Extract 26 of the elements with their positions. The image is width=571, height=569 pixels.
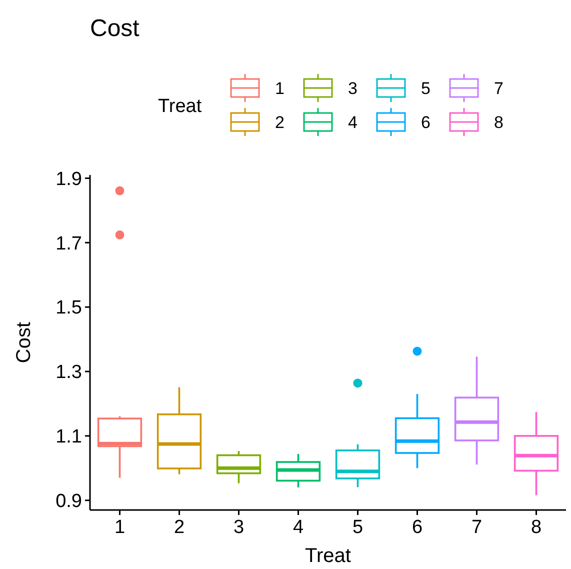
- x-axis-title: Treat: [305, 545, 352, 567]
- legend-title: Treat: [158, 96, 202, 117]
- x-tick-label: 8: [530, 517, 542, 538]
- legend-label: 3: [348, 79, 358, 98]
- legend-label: 5: [421, 79, 430, 98]
- y-axis-title: Cost: [13, 321, 35, 364]
- y-tick-label: 1.3: [56, 362, 82, 384]
- y-tick-label: 1.7: [56, 233, 82, 254]
- x-tick-label: 7: [471, 517, 482, 538]
- y-tick-label: 1.5: [56, 298, 82, 319]
- legend-label: 8: [494, 113, 504, 132]
- legend-label: 4: [348, 113, 358, 132]
- x-tick-label: 1: [114, 517, 126, 538]
- x-tick-label: 6: [412, 517, 423, 538]
- x-tick-label: 3: [233, 517, 244, 538]
- y-tick-label: 1.1: [56, 426, 82, 448]
- x-tick-label: 2: [174, 517, 185, 538]
- y-tick-label: 1.9: [56, 168, 82, 190]
- legend-label: 2: [275, 113, 284, 132]
- legend-label: 7: [494, 79, 504, 98]
- x-tick-label: 4: [292, 517, 304, 538]
- legend-label: 6: [421, 113, 430, 132]
- chart-title: Cost: [90, 15, 140, 42]
- legend-label: 1: [275, 79, 284, 98]
- y-tick-label: 0.9: [56, 490, 82, 512]
- x-tick-label: 5: [352, 517, 364, 538]
